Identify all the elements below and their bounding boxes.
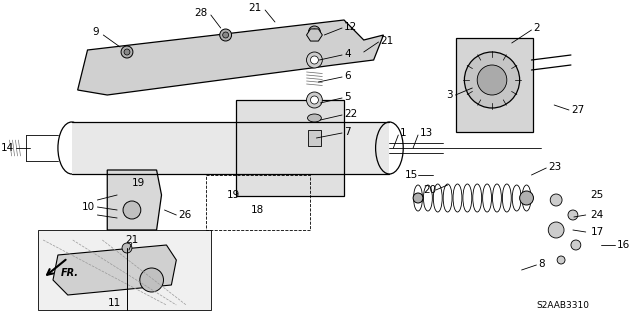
Circle shape	[477, 65, 507, 95]
Circle shape	[312, 29, 317, 35]
Text: 20: 20	[423, 185, 436, 195]
Text: 7: 7	[344, 127, 351, 137]
Circle shape	[122, 243, 132, 253]
Circle shape	[140, 268, 163, 292]
Text: 27: 27	[571, 105, 584, 115]
Text: 14: 14	[1, 143, 15, 153]
Circle shape	[220, 29, 232, 41]
Text: 28: 28	[195, 8, 208, 18]
Polygon shape	[307, 29, 323, 41]
Text: 25: 25	[591, 190, 604, 200]
Text: FR.: FR.	[61, 268, 79, 278]
Text: 18: 18	[251, 205, 264, 215]
Text: 8: 8	[538, 259, 545, 269]
Circle shape	[310, 56, 318, 64]
Text: 11: 11	[108, 298, 121, 308]
Text: 13: 13	[420, 128, 433, 138]
Text: 24: 24	[591, 210, 604, 220]
Circle shape	[223, 32, 228, 38]
Circle shape	[124, 49, 130, 55]
Text: 16: 16	[618, 240, 630, 250]
Circle shape	[307, 52, 323, 68]
FancyBboxPatch shape	[308, 130, 321, 146]
Text: 2: 2	[534, 23, 540, 33]
Circle shape	[307, 92, 323, 108]
Circle shape	[548, 222, 564, 238]
Text: 22: 22	[344, 109, 357, 119]
Polygon shape	[108, 170, 161, 230]
Ellipse shape	[308, 114, 321, 122]
Text: 12: 12	[344, 22, 357, 32]
FancyBboxPatch shape	[38, 230, 211, 310]
Circle shape	[550, 194, 562, 206]
Circle shape	[123, 201, 141, 219]
Circle shape	[520, 191, 534, 205]
Text: 23: 23	[548, 162, 561, 172]
Text: 4: 4	[344, 49, 351, 59]
Text: 19: 19	[227, 190, 240, 200]
Text: 15: 15	[405, 170, 419, 180]
Polygon shape	[77, 20, 383, 95]
Text: 19: 19	[132, 178, 145, 188]
Text: 5: 5	[344, 92, 351, 102]
Circle shape	[557, 256, 565, 264]
Circle shape	[310, 96, 318, 104]
Text: 6: 6	[344, 71, 351, 81]
Circle shape	[571, 240, 581, 250]
Circle shape	[308, 26, 321, 38]
Text: 21: 21	[125, 235, 138, 245]
Text: 17: 17	[591, 227, 604, 237]
Circle shape	[121, 46, 133, 58]
FancyBboxPatch shape	[236, 100, 344, 196]
Text: 1: 1	[400, 128, 407, 138]
Text: 21: 21	[381, 36, 394, 46]
Circle shape	[568, 210, 578, 220]
Text: 9: 9	[93, 27, 99, 37]
Polygon shape	[53, 245, 176, 295]
Circle shape	[413, 193, 423, 203]
Text: 21: 21	[248, 3, 261, 13]
Text: 3: 3	[446, 90, 452, 100]
FancyBboxPatch shape	[72, 122, 389, 174]
Text: S2AAB3310: S2AAB3310	[536, 300, 589, 309]
Text: 10: 10	[83, 202, 95, 212]
FancyBboxPatch shape	[456, 38, 534, 132]
Text: 26: 26	[179, 210, 191, 220]
Circle shape	[465, 52, 520, 108]
